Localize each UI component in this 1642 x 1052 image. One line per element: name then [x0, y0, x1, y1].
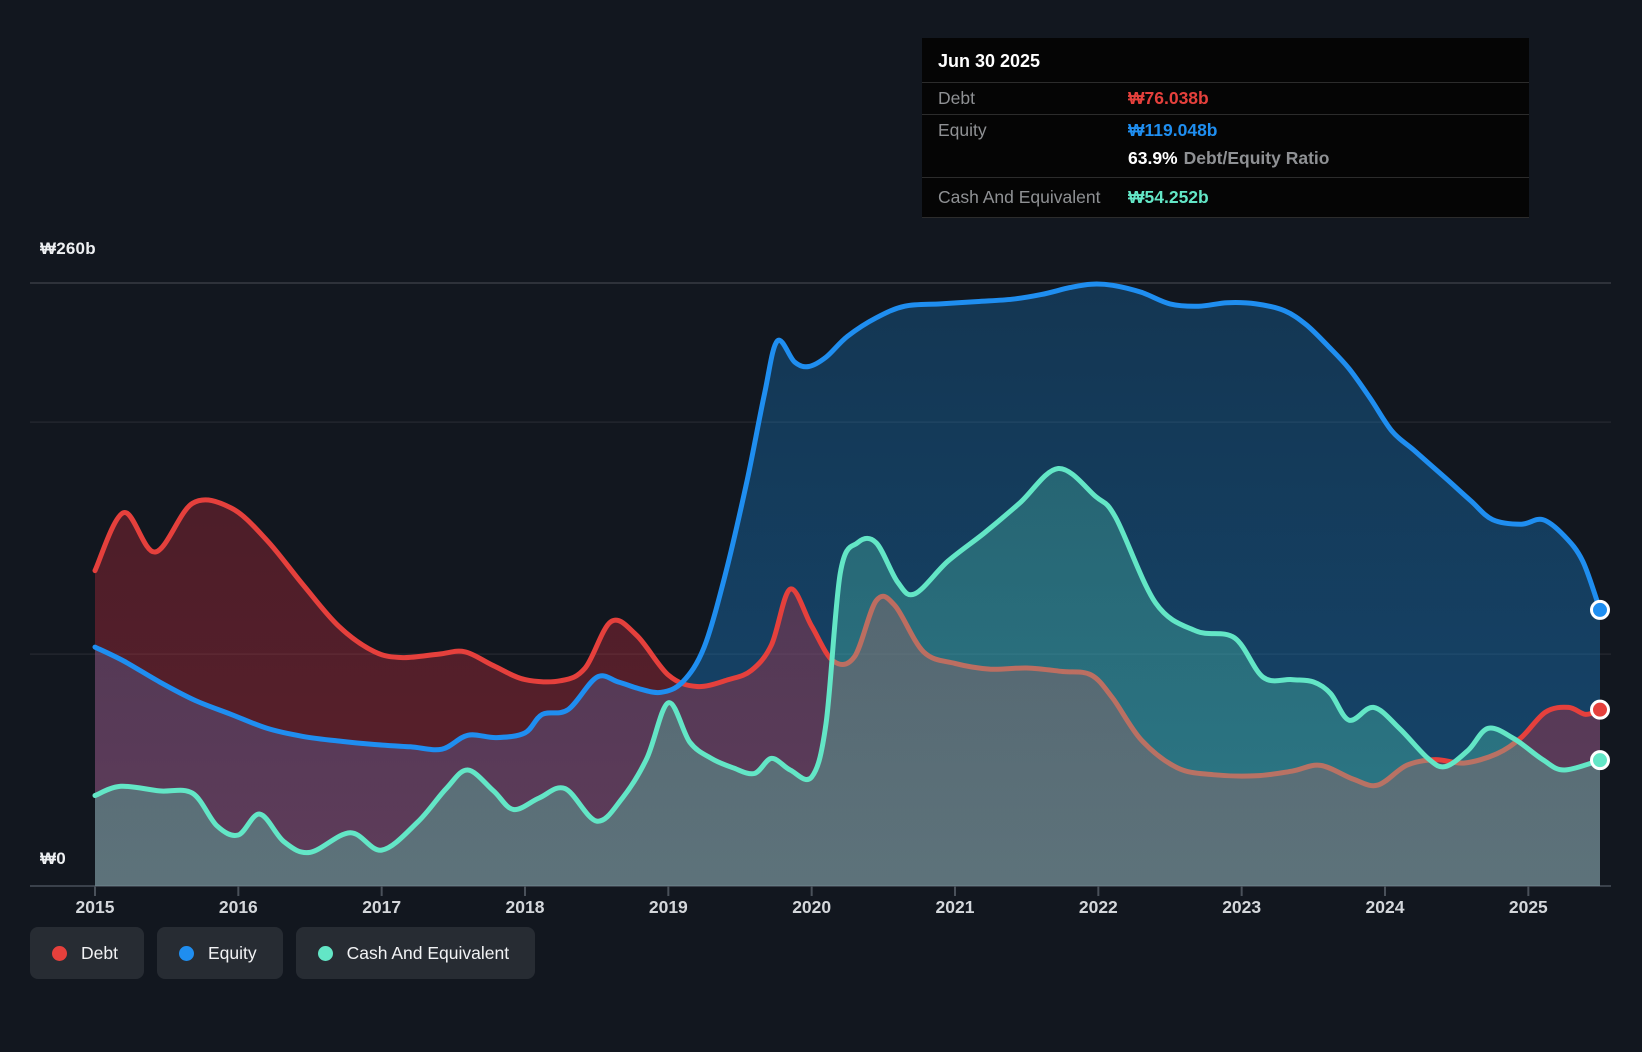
equity-end-dot[interactable]: [1590, 599, 1610, 620]
tooltip-debt-row: Debt ₩76.038b: [922, 83, 1529, 115]
x-axis-year-label: 2016: [218, 897, 258, 917]
tooltip-debt-equity-ratio: 63.9% Debt/Equity Ratio: [1128, 148, 1513, 169]
legend-item-cash[interactable]: Cash And Equivalent: [295, 927, 536, 979]
legend-debt-label: Debt: [81, 942, 118, 963]
chart-tooltip: Jun 30 2025 Debt ₩76.038b Equity ₩119.04…: [922, 38, 1529, 218]
x-axis-year-label: 2018: [505, 897, 545, 917]
x-axis-year-label: 2025: [1508, 897, 1548, 917]
cash-end-dot[interactable]: [1590, 750, 1610, 771]
tooltip-cash-label: Cash And Equivalent: [938, 187, 1101, 207]
cash-series-color-dot: [317, 945, 333, 961]
tooltip-cash-value: ₩54.252b: [1128, 187, 1209, 207]
x-axis-year-label: 2021: [935, 897, 975, 917]
y-axis-label-zero: ₩0: [40, 849, 66, 868]
legend-cash-label: Cash And Equivalent: [346, 942, 510, 963]
equity-series-color-dot: [178, 945, 194, 961]
tooltip-equity-value: ₩119.048b: [1128, 120, 1218, 140]
x-axis-year-label: 2017: [362, 897, 402, 917]
debt-series-color-dot: [52, 945, 67, 961]
cash-line: [92, 466, 1603, 856]
ratio-percent: 63.9%: [1128, 148, 1178, 168]
x-axis-year-label: 2023: [1222, 897, 1262, 917]
x-axis-labels: 2015 2016 2017 2018 2019 2020 2021 2022 2023 2024…: [0, 897, 1642, 923]
tooltip-equity-row: Equity ₩119.048b 63.9% Debt/Equity Ratio: [922, 115, 1529, 178]
tooltip-cash-row: Cash And Equivalent ₩54.252b: [922, 178, 1529, 218]
debt-end-dot[interactable]: [1590, 699, 1610, 720]
tooltip-equity-label: Equity: [938, 120, 987, 140]
x-axis-year-label: 2024: [1365, 897, 1405, 917]
equity-line: [92, 281, 1603, 753]
legend-item-equity[interactable]: Equity: [156, 927, 283, 979]
x-axis-year-label: 2020: [792, 897, 832, 917]
cash-area: [95, 468, 1600, 886]
legend-item-debt[interactable]: Debt: [30, 927, 144, 979]
y-axis-label-max: ₩260b: [40, 239, 96, 258]
tooltip-debt-label: Debt: [938, 88, 975, 108]
tooltip-debt-value: ₩76.038b: [1128, 88, 1209, 108]
x-axis-year-label: 2019: [648, 897, 688, 917]
chart-legend: Debt Equity Cash And Equivalent: [30, 927, 536, 979]
x-axis-year-label: 2022: [1078, 897, 1118, 917]
legend-equity-label: Equity: [207, 942, 257, 963]
x-axis-year-label: 2015: [75, 897, 115, 917]
tooltip-date: Jun 30 2025: [922, 38, 1529, 83]
ratio-label: Debt/Equity Ratio: [1183, 148, 1330, 168]
